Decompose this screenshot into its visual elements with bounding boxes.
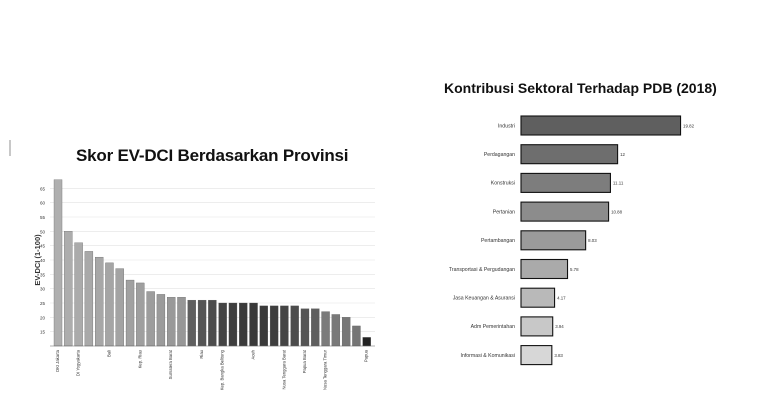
bar: [341, 317, 351, 347]
bar: [125, 279, 135, 347]
y-axis-label: EV-DCI (1-100): [33, 234, 42, 286]
right-chart-svg: Industri 19.82 Perdagangan 12 Konstruksi 11.1…: [449, 115, 695, 366]
x-tick-label: Papua Barat: [302, 349, 307, 373]
y-tick-label: 40: [40, 258, 46, 263]
y-tick-label: 65: [40, 186, 46, 191]
bar: [115, 268, 124, 347]
bar: [321, 311, 330, 347]
category-label: Adm Pemerintahan: [471, 324, 516, 330]
category-label: Transportasi & Pergudangan: [449, 267, 515, 273]
bar: [331, 314, 341, 347]
value-label: 3.94: [555, 324, 564, 329]
left-chart-title: Skor EV-DCI Berdasarkan Provinsi: [76, 146, 349, 165]
x-tick-label: Aceh: [251, 349, 256, 359]
bar: [95, 256, 104, 347]
category-label: Perdagangan: [484, 152, 515, 158]
bar: [290, 305, 299, 347]
value-label: 5.78: [570, 267, 579, 272]
bar: [156, 294, 166, 347]
bar: [520, 201, 610, 222]
bar: [362, 337, 371, 347]
y-tick-label: 25: [40, 301, 46, 306]
x-tick-label: Nusa Tenggara Barat: [281, 349, 286, 389]
category-label: Pertanian: [493, 209, 515, 215]
x-tick-label: Riau: [199, 349, 204, 358]
value-label: 19.82: [683, 123, 695, 128]
bar: [218, 302, 227, 347]
y-tick-label: 35: [40, 272, 46, 277]
x-tick-label: DKI Jakarta: [55, 349, 60, 372]
x-tick-label: DI Yogyakarta: [76, 349, 81, 376]
category-label: Jasa Keuangan & Asuransi: [453, 296, 515, 302]
y-tick-label: 30: [40, 287, 46, 292]
category-label: Informasi & Komunikasi: [461, 353, 516, 359]
bar: [84, 251, 94, 347]
x-tick-label: Sumatera Barat: [168, 349, 173, 379]
y-tick-label: 55: [40, 215, 46, 220]
bar: [136, 282, 145, 347]
bar: [520, 258, 569, 280]
bar: [105, 262, 114, 347]
bar: [167, 297, 176, 347]
bar: [249, 302, 258, 347]
right-chart-title: Kontribusi Sektoral Terhadap PDB (2018): [444, 80, 717, 96]
value-label: 11.11: [613, 181, 624, 186]
bar: [269, 305, 279, 347]
value-label: 12: [620, 152, 625, 157]
category-label: Konstruksi: [491, 181, 515, 187]
bar: [208, 299, 217, 347]
y-tick-label: 20: [40, 315, 46, 320]
bar: [520, 345, 553, 366]
y-tick-label: 50: [40, 229, 46, 234]
bar: [197, 299, 207, 347]
x-tick-label: Bali: [106, 350, 111, 357]
category-label: Industri: [498, 123, 515, 129]
bar: [64, 231, 73, 347]
y-tick-label: 60: [40, 201, 46, 206]
bar: [187, 299, 196, 347]
bar: [228, 302, 238, 347]
bar: [74, 242, 83, 347]
bar: [300, 308, 310, 347]
bar: [520, 144, 619, 165]
y-tick-label: 15: [40, 330, 46, 335]
x-tick-label: Nusa Tenggara Timur: [323, 349, 328, 390]
bar: [259, 305, 268, 347]
x-tick-label: Papua: [364, 349, 369, 362]
bar: [520, 172, 611, 193]
bar: [520, 115, 682, 136]
bar: [280, 305, 289, 347]
bar: [311, 308, 320, 347]
bar: [520, 230, 587, 251]
bar: [352, 325, 361, 347]
bar: [146, 291, 155, 347]
right-chart-panel: Kontribusi Sektoral Terhadap PDB (2018) …: [420, 74, 761, 374]
x-tick-label: Kep. Bangka Belitung: [220, 349, 225, 390]
bar: [53, 179, 63, 347]
bar: [239, 302, 248, 347]
left-chart-panel: Skor EV-DCI Berdasarkan Provinsi 15 20 25 3…: [0, 138, 380, 410]
value-label: 10.88: [611, 209, 623, 214]
value-label: 3.83: [554, 353, 563, 358]
bar: [520, 287, 556, 308]
value-label: 4.17: [557, 296, 566, 301]
x-tick-label: Kep. Riau: [137, 349, 142, 368]
value-label: 8.03: [588, 238, 597, 243]
bar: [520, 316, 554, 337]
left-chart-svg: 15 20 25 30 35 40 45 50 55 60 65 EV-DCI (1-100) DKI …: [9, 140, 375, 390]
category-label: Pertambangan: [481, 238, 515, 244]
y-tick-label: 45: [40, 244, 46, 249]
bar: [177, 297, 186, 347]
